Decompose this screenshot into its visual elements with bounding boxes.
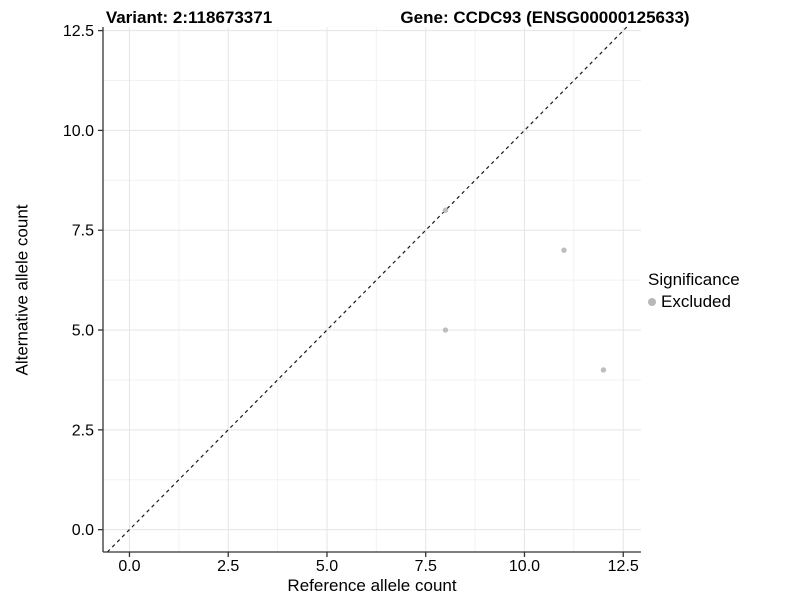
panel-background bbox=[103, 27, 641, 552]
x-tick-label: 5.0 bbox=[316, 558, 338, 575]
y-tick-label: 10.0 bbox=[63, 123, 94, 140]
y-tick-label: 7.5 bbox=[72, 223, 94, 240]
legend-point-icon bbox=[648, 298, 656, 307]
legend-item-label: Excluded bbox=[661, 291, 731, 311]
x-tick-label: 12.5 bbox=[608, 558, 639, 575]
x-axis-title: Reference allele count bbox=[287, 576, 457, 595]
legend-item-excluded: Excluded bbox=[648, 291, 740, 312]
data-point bbox=[442, 327, 449, 333]
y-tick-label: 2.5 bbox=[72, 422, 94, 439]
data-point bbox=[561, 247, 567, 253]
data-point bbox=[600, 367, 607, 373]
y-tick-label: 12.5 bbox=[63, 23, 94, 40]
y-tick-label: 0.0 bbox=[72, 522, 94, 539]
y-axis-title: Alternative allele count bbox=[12, 204, 32, 376]
x-tick-label: 0.0 bbox=[118, 558, 140, 575]
plot-title-gene: Gene: CCDC93 (ENSG00000125633) bbox=[400, 8, 690, 27]
x-tick-label: 7.5 bbox=[415, 558, 437, 575]
legend: Significance Excluded bbox=[648, 270, 740, 312]
plot-title-variant: Variant: 2:118673371 bbox=[105, 8, 273, 27]
y-tick-label: 5.0 bbox=[72, 323, 94, 340]
data-point bbox=[442, 207, 449, 213]
x-tick-label: 10.0 bbox=[509, 558, 540, 575]
x-tick-label: 2.5 bbox=[217, 558, 239, 575]
legend-title: Significance bbox=[648, 270, 740, 289]
